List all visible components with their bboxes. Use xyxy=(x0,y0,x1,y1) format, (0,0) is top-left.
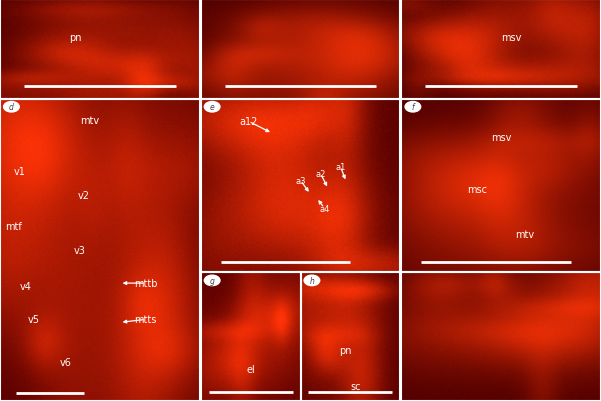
Bar xyxy=(201,0,400,99)
Text: mtts: mtts xyxy=(135,315,157,324)
Text: e: e xyxy=(210,103,215,112)
Text: f: f xyxy=(412,103,414,112)
Bar xyxy=(201,273,300,401)
Text: g: g xyxy=(210,276,215,285)
Circle shape xyxy=(204,275,220,286)
Text: v2: v2 xyxy=(78,191,90,201)
Text: a4: a4 xyxy=(319,204,329,213)
Bar xyxy=(401,99,601,273)
Text: v4: v4 xyxy=(20,282,32,292)
Text: msv: msv xyxy=(501,33,522,43)
Circle shape xyxy=(204,102,220,113)
Text: d: d xyxy=(9,103,14,112)
Circle shape xyxy=(405,102,421,113)
Text: msc: msc xyxy=(468,184,487,194)
Text: pn: pn xyxy=(70,33,82,43)
Text: v5: v5 xyxy=(28,315,40,324)
Circle shape xyxy=(304,275,320,286)
Text: h: h xyxy=(310,276,314,285)
Bar xyxy=(401,0,601,99)
Bar xyxy=(401,273,601,401)
Text: msv: msv xyxy=(491,133,511,142)
Text: v6: v6 xyxy=(60,357,72,367)
Text: a3: a3 xyxy=(295,176,306,185)
Text: a12: a12 xyxy=(239,117,258,127)
Text: sc: sc xyxy=(350,381,361,391)
Text: mtv: mtv xyxy=(80,115,99,126)
Text: mttb: mttb xyxy=(134,278,157,288)
Text: mtv: mtv xyxy=(516,230,535,239)
Text: a2: a2 xyxy=(316,170,326,178)
Text: el: el xyxy=(246,364,255,374)
Bar xyxy=(300,273,400,401)
Bar xyxy=(0,0,200,99)
Bar xyxy=(201,99,400,273)
Circle shape xyxy=(4,102,19,113)
Text: a1: a1 xyxy=(335,162,346,172)
Text: v1: v1 xyxy=(14,167,26,177)
Bar xyxy=(0,99,200,401)
Text: pn: pn xyxy=(339,345,352,354)
Text: v3: v3 xyxy=(74,245,86,255)
Text: mtf: mtf xyxy=(5,221,22,231)
